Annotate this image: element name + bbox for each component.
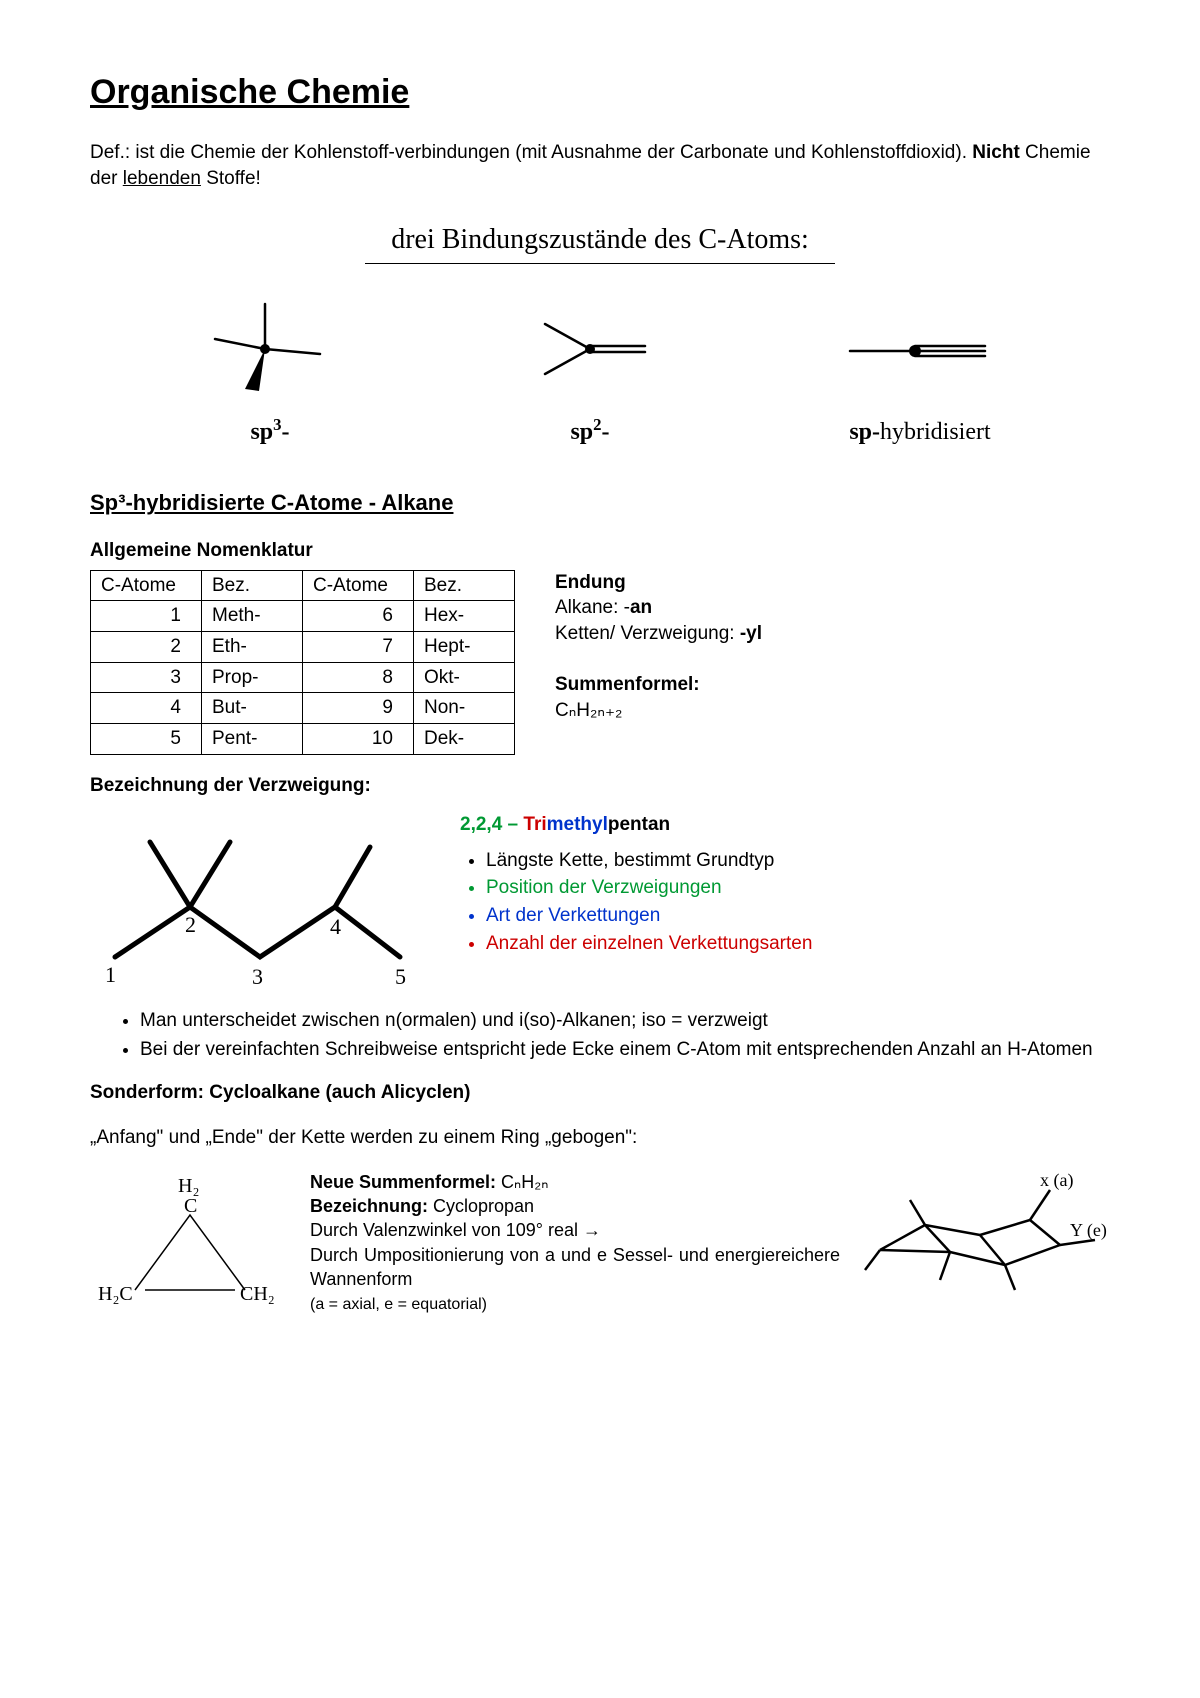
table-row: 1Meth-6Hex- — [91, 601, 515, 632]
th: Bez. — [414, 570, 515, 601]
chair-conformation-diagram: x (a) Y (e) — [860, 1170, 1110, 1310]
sp-icon — [835, 296, 1005, 406]
def-pre: Def.: ist die Chemie der Kohlenstoff-ver… — [90, 142, 972, 163]
svg-text:5: 5 — [395, 964, 406, 989]
trimethylpentan-diagram: 1 2 3 4 5 — [90, 812, 430, 992]
sp3-icon — [195, 294, 345, 404]
svg-text:3: 3 — [252, 964, 263, 989]
table-row: 4But-9Non- — [91, 693, 515, 724]
notes-list: Man unterscheidet zwischen n(ormalen) un… — [90, 1008, 1110, 1062]
verz-list: Längste Kette, bestimmt Grundtyp Positio… — [460, 848, 812, 957]
sonder-heading: Sonderform: Cycloalkane (auch Alicyclen) — [90, 1080, 1110, 1106]
endung-l1: Alkane: -an — [555, 597, 652, 618]
def-lebenden: lebenden — [123, 168, 201, 189]
th: Bez. — [202, 570, 303, 601]
sonder-intro: „Anfang" und „Ende" der Kette werden zu … — [90, 1125, 1110, 1151]
nomen-wrap: C-Atome Bez. C-Atome Bez. 1Meth-6Hex- 2E… — [90, 570, 1110, 755]
section-alkane-heading: Sp³-hybridisierte C-Atome - Alkane — [90, 488, 1110, 518]
cyclo-text: Neue Summenformel: CₙH₂ₙ Bezeichnung: Cy… — [310, 1170, 840, 1316]
verz-heading: Bezeichnung der Verzweigung: — [90, 773, 1110, 799]
list-item: Position der Verzweigungen — [486, 875, 812, 901]
cyclopropan-diagram: H₂ C H₂C CH₂ — [90, 1170, 290, 1320]
sp-label: sp-hybridisiert — [849, 419, 990, 445]
definition-paragraph: Def.: ist die Chemie der Kohlenstoff-ver… — [90, 140, 1110, 191]
nomen-table: C-Atome Bez. C-Atome Bez. 1Meth-6Hex- 2E… — [90, 570, 515, 755]
sp-cell: sp-hybridisiert — [835, 296, 1005, 448]
verz-wrap: 1 2 3 4 5 2,2,4 – Trimethylpentan Längst… — [90, 812, 1110, 992]
endung-h: Endung — [555, 572, 626, 593]
svg-text:Y (e): Y (e) — [1070, 1220, 1107, 1241]
list-item: Bei der vereinfachten Schreibweise entsp… — [140, 1037, 1110, 1063]
sp2-label: sp2- — [570, 419, 609, 445]
svg-text:2: 2 — [185, 912, 196, 937]
table-row: 2Eth-7Hept- — [91, 631, 515, 662]
svg-text:H₂: H₂ — [178, 1175, 199, 1197]
list-item: Art der Verkettungen — [486, 903, 812, 929]
nomen-heading: Allgemeine Nomenklatur — [90, 538, 1110, 564]
sf: CₙH₂ₙ₊₂ — [555, 700, 622, 721]
hybrid-title: drei Bindungszustände des C-Atoms: — [365, 221, 835, 264]
list-item: Längste Kette, bestimmt Grundtyp — [486, 848, 812, 874]
th: C-Atome — [91, 570, 202, 601]
table-row: 5Pent-10Dek- — [91, 723, 515, 754]
verz-text: 2,2,4 – Trimethylpentan Längste Kette, b… — [460, 812, 812, 958]
svg-text:x (a): x (a) — [1040, 1170, 1073, 1191]
sp2-cell: sp2- — [515, 294, 665, 448]
cyclo-row: H₂ C H₂C CH₂ Neue Summenformel: CₙH₂ₙ Be… — [90, 1170, 1110, 1320]
svg-text:C: C — [184, 1195, 197, 1217]
verz-name: 2,2,4 – Trimethylpentan — [460, 812, 812, 838]
def-nicht: Nicht — [972, 142, 1020, 163]
endung-block: Endung Alkane: -an Ketten/ Verzweigung: … — [555, 570, 762, 724]
endung-l2: Ketten/ Verzweigung: -yl — [555, 623, 762, 644]
svg-text:4: 4 — [330, 914, 341, 939]
page-title: Organische Chemie — [90, 70, 1110, 116]
table-row: C-Atome Bez. C-Atome Bez. — [91, 570, 515, 601]
sf-h: Summenformel: — [555, 674, 700, 695]
sp2-icon — [515, 294, 665, 404]
hybrid-row: sp3- sp2- sp-hybridisiert — [110, 294, 1090, 448]
svg-text:CH₂: CH₂ — [240, 1283, 275, 1305]
sp3-label: sp3- — [250, 419, 289, 445]
table-row: 3Prop-8Okt- — [91, 662, 515, 693]
svg-text:1: 1 — [105, 962, 116, 987]
th: C-Atome — [303, 570, 414, 601]
list-item: Anzahl der einzelnen Verkettungsarten — [486, 931, 812, 957]
def-post: Stoffe! — [201, 168, 261, 189]
list-item: Man unterscheidet zwischen n(ormalen) un… — [140, 1008, 1110, 1034]
sp3-cell: sp3- — [195, 294, 345, 448]
svg-text:H₂C: H₂C — [98, 1283, 133, 1305]
